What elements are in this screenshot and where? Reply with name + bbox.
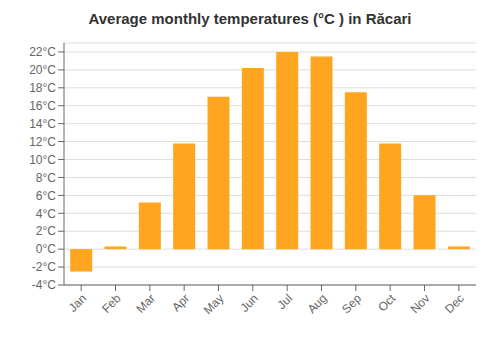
svg-text:4°C: 4°C [36,207,56,221]
svg-text:10°C: 10°C [29,153,56,167]
html-text:Average monthly temperatures (: Average monthly temperatures (°C ) in Ră… [88,10,412,27]
svg-text:20°C: 20°C [29,63,56,77]
svg-text:Oct: Oct [375,291,399,315]
svg-text:Jun: Jun [237,291,261,315]
svg-text:12°C: 12°C [29,135,56,149]
svg-text:Sep: Sep [339,291,364,316]
svg-text:-2°C: -2°C [32,260,56,274]
svg-text:16°C: 16°C [29,99,56,113]
svg-text:6°C: 6°C [36,189,56,203]
svg-text:8°C: 8°C [36,171,56,185]
svg-text:Feb: Feb [99,291,124,316]
svg-text:May: May [201,291,227,317]
svg-text:Jul: Jul [275,291,296,312]
svg-text:22°C: 22°C [29,45,56,59]
svg-text:Nov: Nov [408,291,433,316]
svg-text:Mar: Mar [133,291,158,316]
svg-text:Jan: Jan [66,291,90,315]
svg-text:-4°C: -4°C [32,278,56,292]
svg-text:0°C: 0°C [36,242,56,256]
svg-text:14°C: 14°C [29,117,56,131]
svg-text:18°C: 18°C [29,81,56,95]
svg-text:2°C: 2°C [36,224,56,238]
svg-text:Aug: Aug [305,291,330,316]
svg-text:Apr: Apr [169,291,192,314]
svg-text:Dec: Dec [442,291,467,316]
